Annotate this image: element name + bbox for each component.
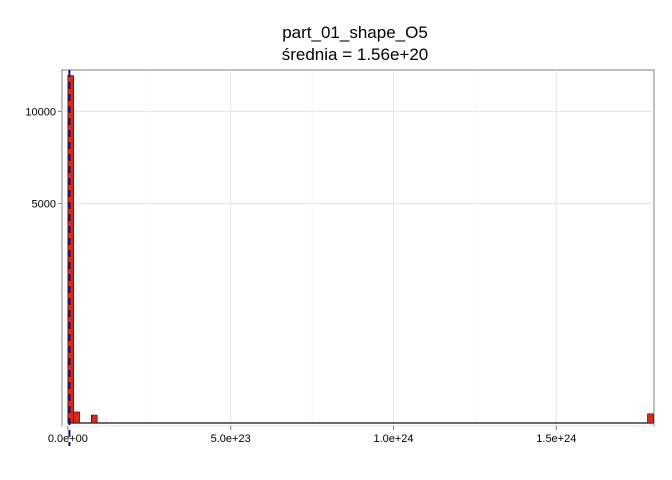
y-tick-label-1: 10000 xyxy=(25,106,56,118)
x-tick-label-2: 1.0e+24 xyxy=(373,433,413,445)
histogram-bar-3 xyxy=(647,413,654,424)
x-tick-label-3: 1.5e+24 xyxy=(536,433,576,445)
x-tick-label-0: 0.0e+00 xyxy=(48,433,88,445)
grid-lines xyxy=(62,70,654,427)
y-tick-label-0: 5000 xyxy=(32,199,56,211)
x-tick-label-1: 5.0e+23 xyxy=(211,433,251,445)
histogram-bar-2 xyxy=(91,414,98,424)
bars-layer xyxy=(67,75,654,424)
histogram-bar-0 xyxy=(67,75,75,424)
histogram-bar-1 xyxy=(73,411,80,424)
plot-panel xyxy=(61,69,655,427)
axis-labels: 0.0e+00 5.0e+23 1.0e+24 1.5e+24 5000 10000 xyxy=(25,106,576,445)
chart-subtitle: średnia = 1.56e+20 xyxy=(282,45,429,64)
chart-title: part_01_shape_O5 xyxy=(282,23,428,42)
